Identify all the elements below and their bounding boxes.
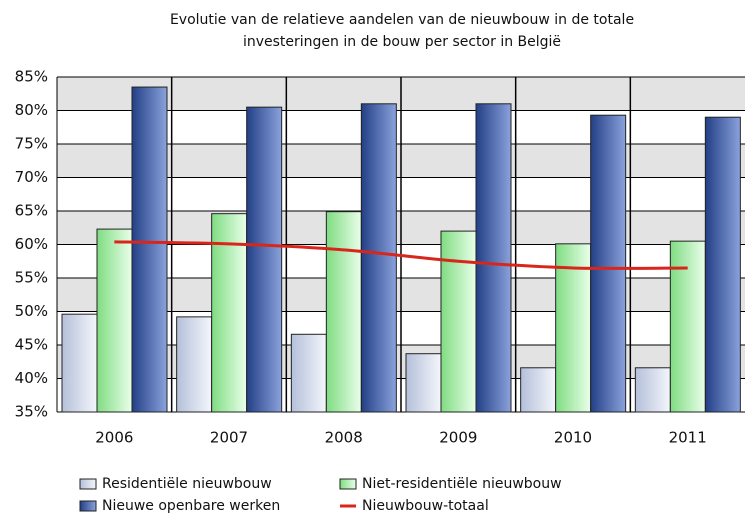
bar: [246, 106, 283, 413]
legend-label: Nieuwbouw-totaal: [362, 498, 489, 514]
bar: [704, 116, 741, 413]
x-tick-label: 2008: [325, 429, 363, 447]
y-tick-label: 50%: [15, 302, 48, 320]
x-tick-label: 2011: [669, 429, 707, 447]
bar: [440, 230, 477, 413]
bar: [634, 367, 671, 413]
y-tick-label: 70%: [15, 168, 48, 186]
bar: [520, 367, 557, 413]
bar: [669, 240, 706, 413]
bar: [405, 353, 442, 413]
bar: [96, 228, 133, 413]
y-tick-label: 85%: [15, 68, 48, 86]
line: [114, 240, 688, 270]
x-tick-label: 2007: [210, 429, 248, 447]
bar: [290, 333, 327, 413]
x-tick-label: 2010: [554, 429, 592, 447]
legend-swatch: [79, 478, 97, 490]
chart-title: investeringen in de bouw per sector in B…: [243, 34, 561, 50]
bar: [590, 114, 627, 413]
bar: [360, 103, 397, 413]
bar: [131, 86, 168, 413]
y-tick-label: 60%: [15, 235, 48, 253]
y-tick-label: 40%: [15, 369, 48, 387]
legend-label: Residentiële nieuwbouw: [102, 476, 272, 492]
legend-label: Nieuwe openbare werken: [102, 498, 280, 514]
y-tick-label: 35%: [15, 403, 48, 421]
bar: [325, 211, 362, 413]
y-tick-label: 45%: [15, 336, 48, 354]
legend-swatch: [79, 500, 97, 512]
y-tick-label: 55%: [15, 269, 48, 287]
legend-label: Niet-residentiële nieuwbouw: [362, 476, 562, 492]
chart-title: Evolutie van de relatieve aandelen van d…: [170, 12, 634, 28]
y-tick-label: 80%: [15, 101, 48, 119]
x-tick-label: 2006: [95, 429, 133, 447]
bar: [475, 103, 512, 413]
bar: [555, 243, 592, 413]
y-tick-label: 65%: [15, 202, 48, 220]
bar: [176, 316, 213, 413]
x-tick-label: 2009: [439, 429, 477, 447]
legend-swatch: [339, 478, 357, 490]
bar: [61, 313, 98, 413]
y-tick-label: 75%: [15, 135, 48, 153]
